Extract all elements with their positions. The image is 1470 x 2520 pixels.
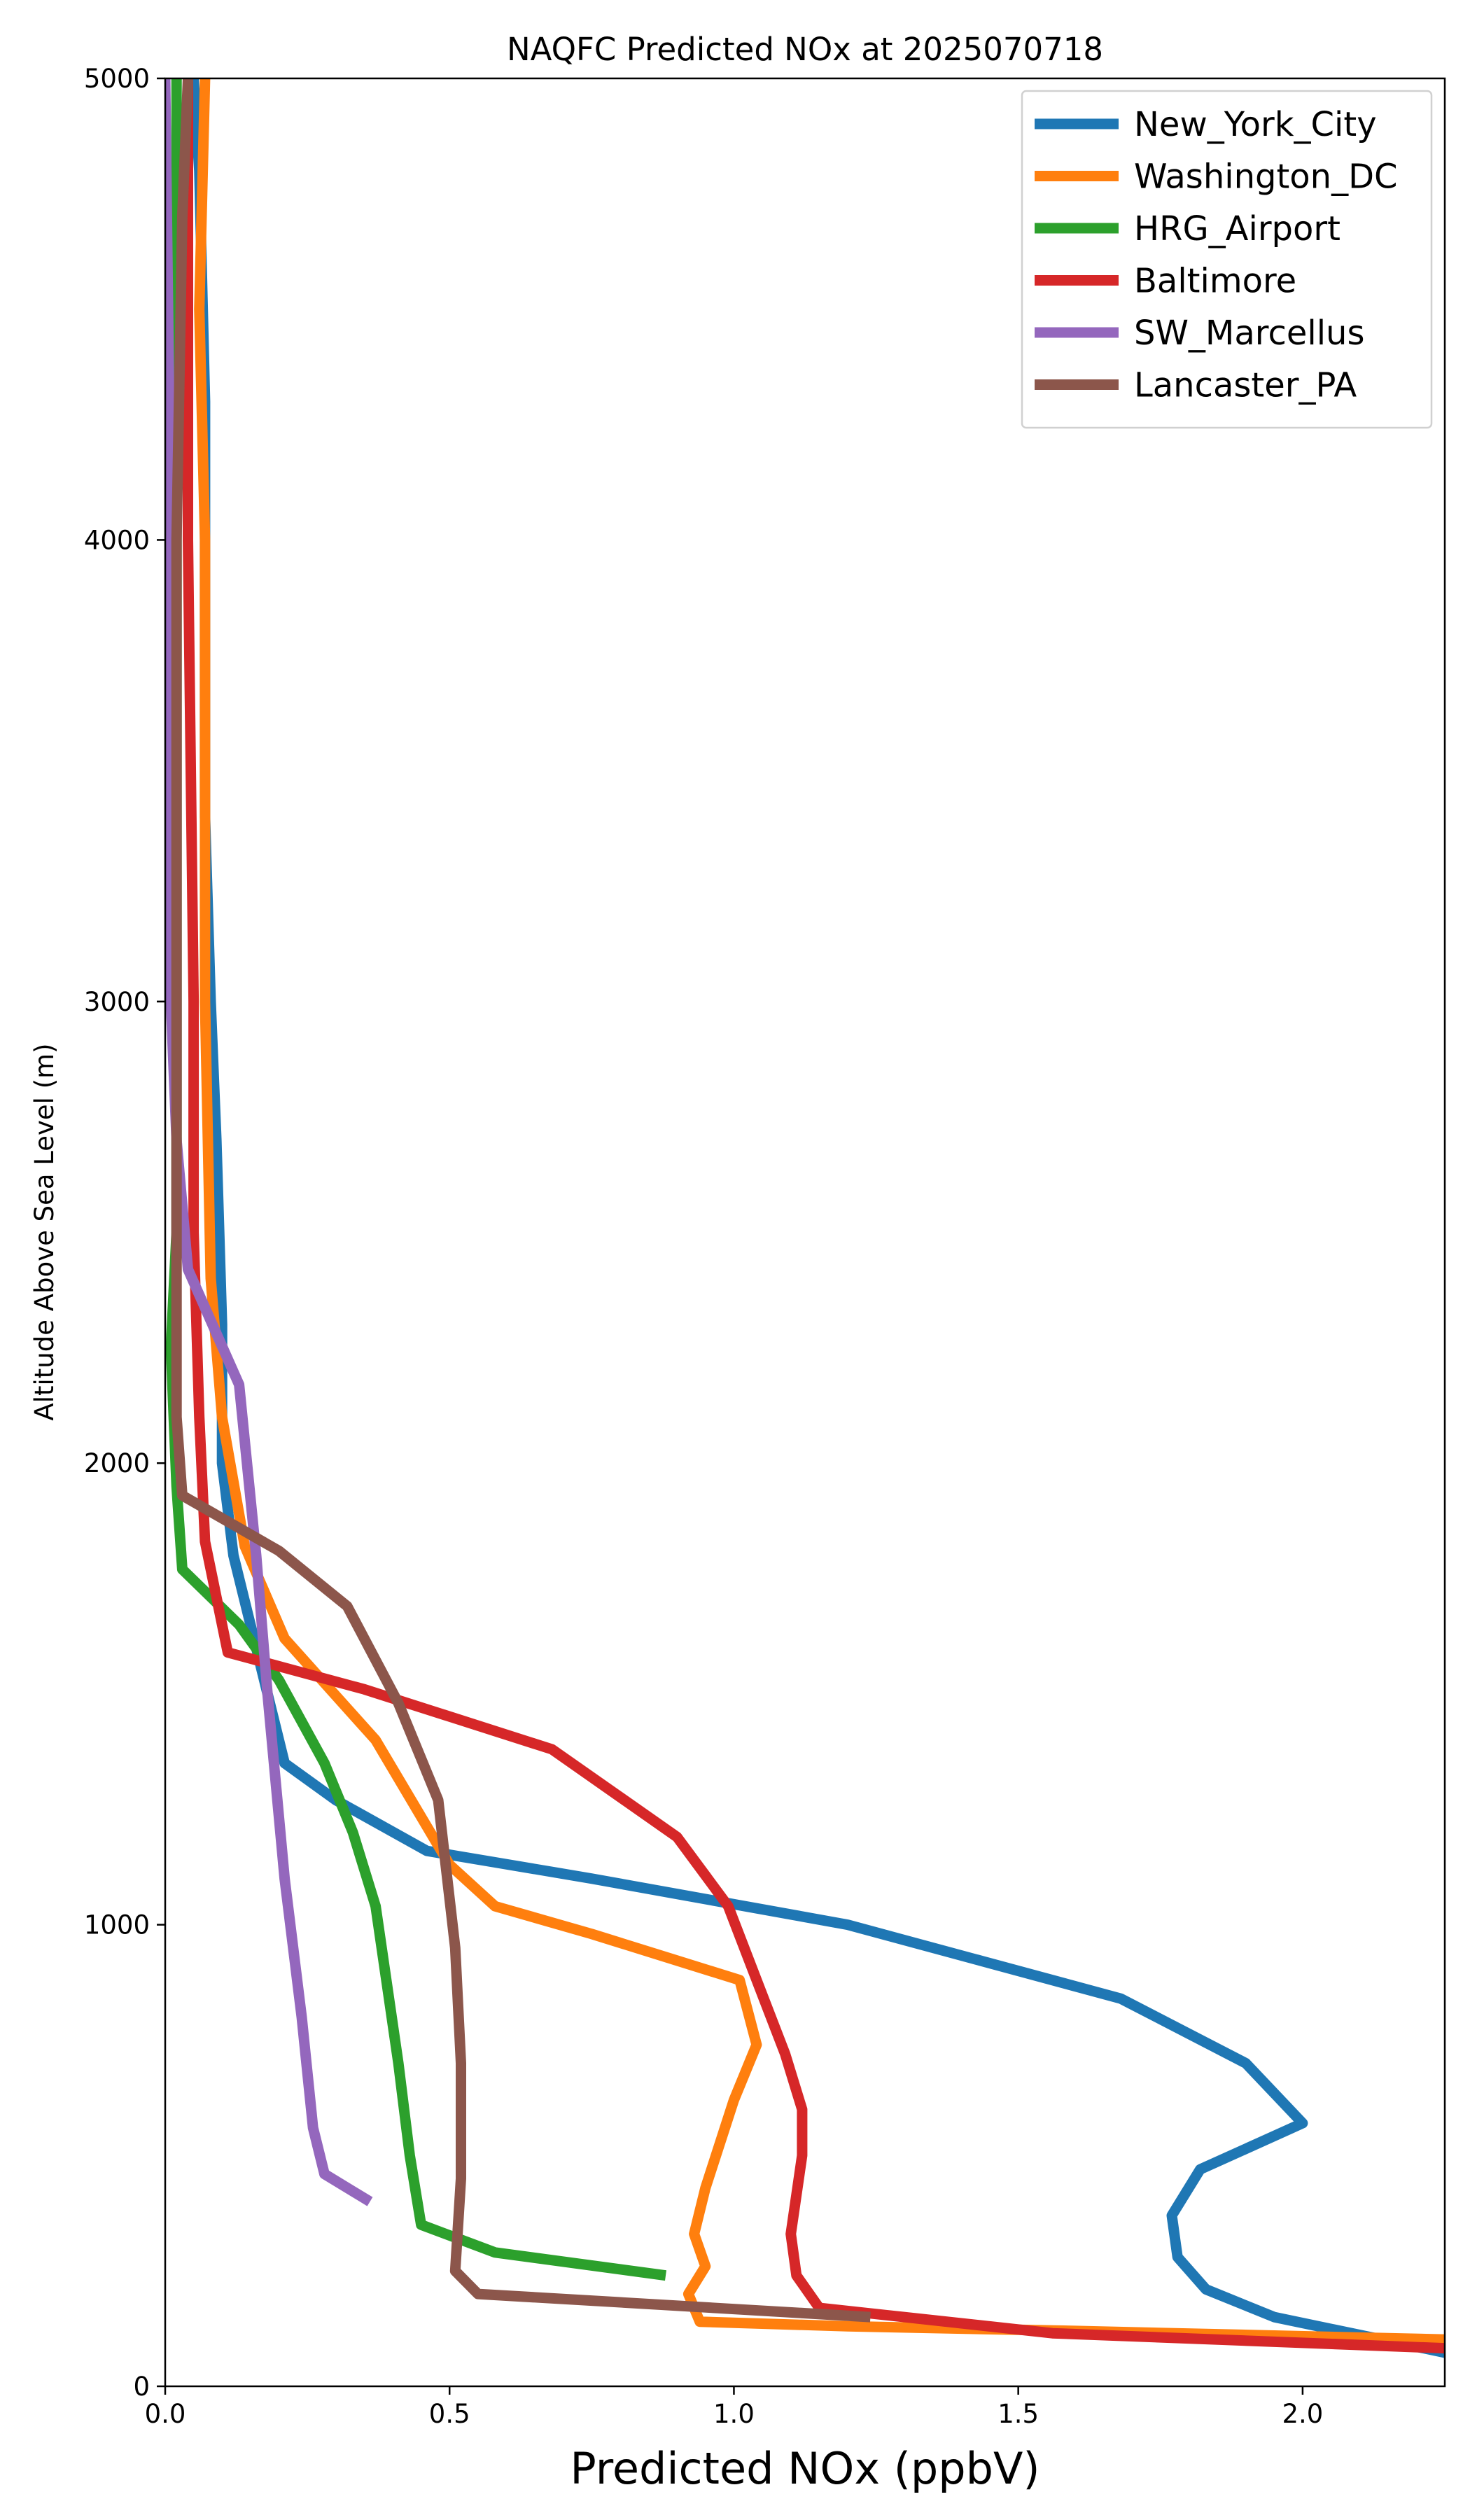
y-tick-label: 2000 [84, 1448, 150, 1478]
x-tick-label: 1.5 [997, 2399, 1039, 2429]
legend-label: HRG_Airport [1134, 209, 1340, 248]
plot-frame [164, 77, 1446, 2388]
y-axis: 0 1000 2000 3000 4000 5000 [84, 64, 165, 2402]
series-layer [165, 78, 1445, 2358]
y-tick-label: 4000 [84, 525, 150, 555]
y-axis-label: Altitude Above Sea Level (m) [29, 1043, 59, 1420]
legend-label: Baltimore [1134, 262, 1296, 301]
x-tick-label: 1.0 [713, 2399, 755, 2429]
chart-title: NAQFC Predicted NOx at 2025070718 [507, 31, 1103, 68]
series-line-baltimore [183, 78, 1445, 2354]
legend-label: New_York_City [1134, 105, 1377, 144]
legend-box [1021, 90, 1433, 429]
x-tick-label: 0.5 [429, 2399, 470, 2429]
y-tick-label: 3000 [84, 987, 150, 1017]
x-tick-label: 0.0 [145, 2399, 186, 2429]
legend-label: SW_Marcellus [1134, 314, 1364, 353]
y-tick-label: 5000 [84, 64, 150, 94]
y-tick-label: 1000 [84, 1910, 150, 1940]
legend-label: Washington_DC [1134, 158, 1398, 197]
series-line-lancaster-pa [171, 78, 871, 2323]
x-axis-label: Predicted NOx (ppbV) [570, 2443, 1040, 2494]
x-axis: 0.0 0.5 1.0 1.5 2.0 [145, 2386, 1323, 2429]
legend: New_York_City Washington_DC HRG_Airport Bal… [1021, 90, 1433, 429]
x-tick-label: 2.0 [1282, 2399, 1323, 2429]
y-tick-label: 0 [133, 2372, 150, 2402]
series-line-sw-marcellus [165, 78, 373, 2206]
legend-label: Lancaster_PA [1134, 366, 1357, 405]
